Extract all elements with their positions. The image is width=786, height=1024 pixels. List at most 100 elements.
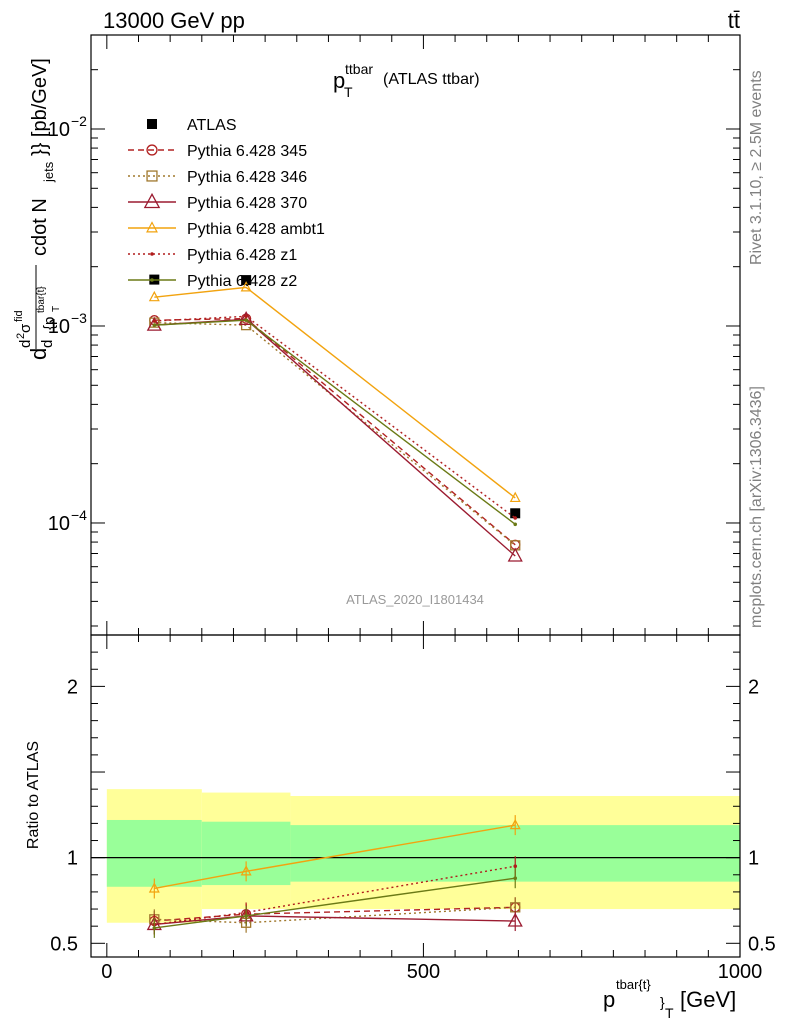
series-line-ambt1 — [154, 286, 516, 499]
ratio-y-label: Ratio to ATLAS — [25, 741, 42, 849]
series-p345 — [149, 313, 521, 550]
ratio-y-tick-label-right: 1 — [748, 848, 759, 870]
data-point-ambt1 — [509, 491, 521, 503]
legend-label: Pythia 6.428 ambt1 — [187, 221, 325, 238]
series-z2 — [152, 318, 518, 527]
x-axis-label: p tbar{t} } T [GeV] — [603, 977, 736, 1021]
data-point-z2 — [244, 318, 248, 322]
legend-swatch-marker — [150, 252, 154, 256]
y-tick-label-exp: −3 — [71, 310, 87, 326]
data-point-p370 — [146, 316, 162, 331]
series-line-p370 — [154, 318, 516, 557]
ratio-point-z2 — [244, 914, 248, 918]
legend-swatch-marker — [143, 192, 161, 209]
uncertainty-band-inner — [106, 819, 202, 887]
ratio-series-z2 — [152, 868, 518, 938]
x-tick-label: 500 — [407, 961, 440, 983]
legend-item-z2: Pythia 6.428 z2 — [128, 273, 297, 290]
series-line-p345 — [154, 317, 516, 546]
legend-swatch-marker — [146, 221, 158, 233]
legend-label: Pythia 6.428 346 — [187, 169, 307, 186]
ylabel-jets: jets — [41, 161, 56, 183]
data-point-atlas — [510, 508, 521, 519]
legend-swatch-marker — [150, 278, 154, 282]
ylabel-d3: d — [39, 340, 56, 348]
legend-label: Pythia 6.428 370 — [187, 195, 307, 212]
chart-title-main: p — [333, 68, 345, 93]
y-tick-label-base: 10 — [48, 119, 70, 141]
main-plot-area — [146, 274, 523, 562]
main-y-ticks: 10−410−310−2 — [48, 34, 741, 635]
chart-title-sub: T — [344, 84, 353, 100]
ratio-point-z2 — [513, 876, 518, 881]
y-tick-label-base: 10 — [48, 513, 70, 535]
ylabel-tail: }} [pb/GeV] — [29, 58, 51, 156]
ratio-y-tick-label: 1 — [67, 848, 78, 870]
ratio-point-ambt1 — [509, 818, 521, 830]
ratio-point-ambt1 — [148, 882, 160, 893]
ratio-series-ambt1 — [148, 815, 521, 899]
data-point-z2 — [513, 522, 518, 527]
y-tick-label-exp: −4 — [71, 507, 87, 523]
x-tick-label: 0 — [101, 961, 112, 983]
series-p370 — [146, 311, 523, 562]
y-tick-label: 10 −3 — [48, 310, 87, 338]
chart-title: p T ttbar (ATLAS ttbar) — [333, 61, 480, 100]
mcplots-label: mcplots.cern.ch [arXiv:1306.3436] — [748, 386, 765, 628]
legend-item-ambt1: Pythia 6.428 ambt1 — [128, 221, 325, 238]
main-panel: 10−410−310−2 p T ttbar (ATLAS ttbar) d d… — [13, 34, 741, 636]
chart-title-sup: ttbar — [345, 61, 373, 77]
xlabel-sup: tbar{t} — [616, 977, 651, 992]
data-point-p370 — [507, 547, 523, 562]
ylabel-cdot: cdot N — [29, 198, 51, 256]
ratio-ticks: 0.5 0.5 1 1 2 2 0 500 1000 — [50, 635, 776, 983]
ylabel-sigma: σ — [17, 323, 34, 333]
ylabel-brace: {p — [41, 317, 58, 330]
series-line-z1 — [154, 315, 516, 519]
ylabel-sup2: 2 — [15, 333, 27, 339]
data-point-z1 — [152, 319, 157, 323]
xlabel-brace: } — [660, 994, 665, 1010]
ylabel-fid: fid — [13, 310, 25, 322]
legend-label: Pythia 6.428 z2 — [187, 273, 297, 290]
xlabel-sub: T — [665, 1005, 674, 1021]
y-tick-label: 10 −2 — [48, 113, 87, 141]
series-ambt1 — [148, 281, 521, 503]
ratio-point-z2 — [152, 926, 157, 930]
ratio-point-ambt1 — [240, 865, 252, 876]
y-tick-label-exp: −2 — [71, 113, 87, 129]
ratio-point-z1 — [513, 864, 518, 869]
ylabel-sup-tt: tbar{t} — [36, 286, 47, 313]
legend-label: ATLAS — [187, 117, 237, 134]
ratio-line-z1 — [154, 865, 516, 926]
data-point-z1 — [513, 516, 518, 520]
ratio-frame — [90, 634, 741, 958]
ratio-point-p370 — [507, 912, 523, 927]
data-point-z1 — [244, 314, 248, 319]
chart-title-rest: (ATLAS ttbar) — [383, 71, 480, 88]
series-z1 — [152, 314, 518, 520]
xlabel-p: p — [603, 987, 615, 1012]
data-point-p345 — [240, 313, 252, 324]
legend-swatch-marker — [146, 144, 158, 156]
legend-item-p346: Pythia 6.428 346 — [128, 169, 307, 186]
ratio-plot-area — [91, 789, 740, 938]
legend-label: Pythia 6.428 z1 — [187, 247, 297, 264]
ylabel-d2: d — [17, 340, 34, 348]
y-tick-label-base: 10 — [48, 316, 70, 338]
legend-item-p345: Pythia 6.428 345 — [128, 143, 307, 160]
data-point-atlas — [241, 275, 252, 286]
legend-item-p370: Pythia 6.428 370 — [128, 192, 307, 212]
series-p346 — [149, 317, 521, 551]
header-right: tt̄ — [728, 8, 740, 33]
data-point-ambt1 — [148, 290, 160, 302]
ylabel-d: d — [26, 348, 51, 360]
legend-item-z1: Pythia 6.428 z1 — [128, 247, 297, 264]
legend-swatch-marker — [147, 119, 157, 129]
ylabel-sub-t: T — [51, 306, 62, 312]
main-y-label: d d 2 σ fid d {p tbar{t} T cdot N jets }… — [13, 58, 62, 360]
series-line-z2 — [154, 319, 516, 525]
legend-swatch-marker — [146, 170, 158, 182]
analysis-watermark: ATLAS_2020_I1801434 — [346, 592, 484, 607]
